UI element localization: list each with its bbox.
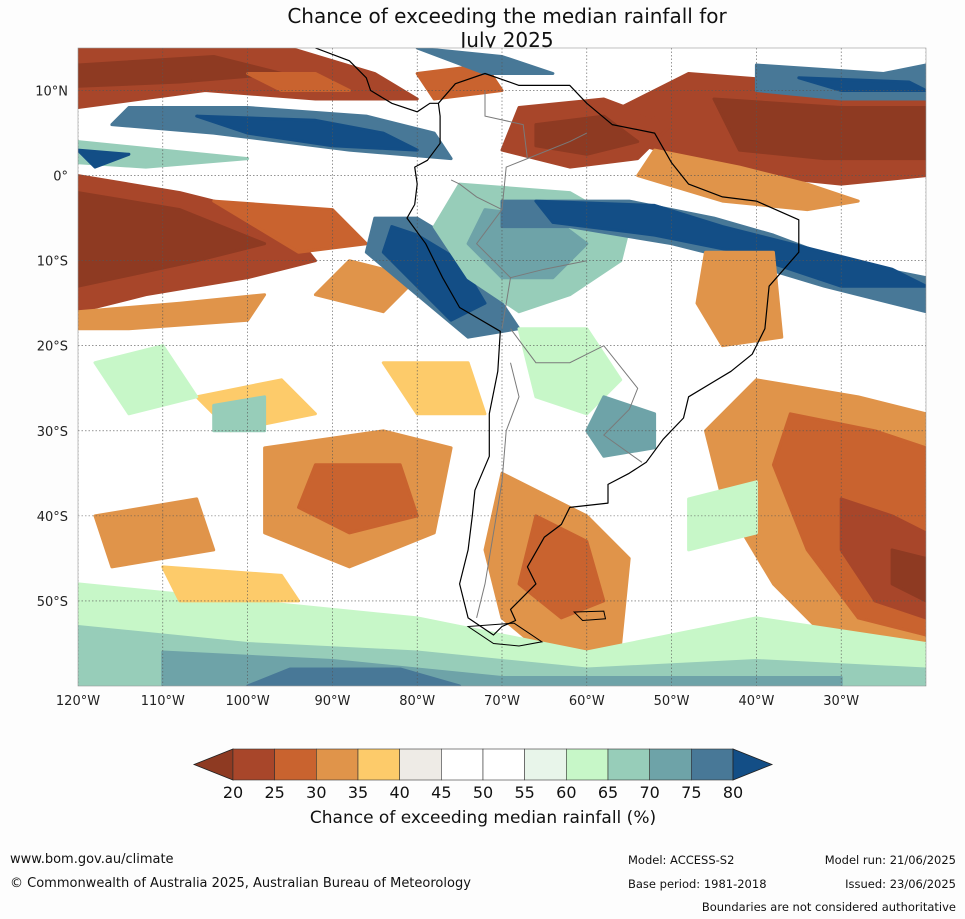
colorbar-tick-label: 45: [431, 783, 451, 802]
colorbar-segment: [357, 748, 400, 781]
rainfall-probability-region: [712, 97, 926, 161]
country-border: [510, 260, 587, 279]
rainfall-probability-region: [585, 395, 657, 458]
coastline-falklands: [572, 610, 607, 622]
colorbar-upper-arrow: [732, 748, 774, 781]
model-run-text: Model run: 21/06/2025: [824, 853, 956, 867]
latitude-tick-label: 30°S: [37, 425, 68, 440]
country-border: [484, 90, 528, 159]
map-title-line1: Chance of exceeding the median rainfall …: [287, 4, 727, 28]
issued-text: Issued: 23/06/2025: [845, 877, 956, 891]
model-text: Model: ACCESS-S2: [628, 853, 735, 867]
rainfall-probability-region: [517, 514, 606, 620]
latitude-tick-label: 0°: [53, 170, 68, 185]
longitude-tick-label: 90°W: [314, 694, 350, 709]
colorbar-tick-label: 75: [681, 783, 701, 802]
colorbar-segment: [482, 748, 525, 781]
coastline-central-america: [315, 48, 439, 113]
longitude-tick-label: 110°W: [141, 694, 185, 709]
colorbar-tick-label: 25: [264, 783, 284, 802]
colorbar-tick-label: 65: [598, 783, 618, 802]
map-title: Chance of exceeding the median rainfall …: [0, 4, 965, 52]
rainfall-probability-region: [93, 344, 199, 416]
longitude-tick-label: 100°W: [226, 694, 270, 709]
rainfall-probability-region: [78, 293, 267, 331]
rainfall-probability-region: [78, 55, 283, 88]
colorbar-segment: [316, 748, 359, 781]
rainfall-probability-region: [534, 199, 926, 288]
colorbar-tick-label: 70: [639, 783, 659, 802]
copyright-text: © Commonwealth of Australia 2025, Austra…: [10, 876, 471, 891]
country-border: [450, 179, 503, 211]
colorbar-segment: [232, 748, 275, 781]
colorbar-title: Chance of exceeding median rainfall (%): [309, 808, 657, 828]
latitude-tick-label: 50°S: [37, 595, 68, 610]
coastline-tierra-del-fuego: [466, 622, 544, 647]
latitude-tick-label: 10°N: [35, 85, 68, 100]
colorbar-segment: [441, 748, 484, 781]
colorbar-tick-label: 30: [306, 783, 326, 802]
country-border: [475, 132, 588, 329]
rainfall-probability-region: [797, 76, 926, 92]
colorbar-segment: [566, 748, 609, 781]
colorbar-segment: [274, 748, 317, 781]
website-link[interactable]: www.bom.gov.au/climate: [10, 852, 174, 867]
country-border: [476, 362, 520, 619]
rainfall-probability-region: [297, 463, 419, 535]
rainfall-probability-region: [636, 148, 860, 212]
colorbar-tick-label: 55: [514, 783, 534, 802]
coastline-south-america: [406, 72, 800, 636]
latitude-tick-label: 10°S: [37, 255, 68, 270]
longitude-tick-label: 30°W: [823, 694, 859, 709]
colorbar-segment: [649, 748, 692, 781]
colorbar-tick-label: 20: [223, 783, 243, 802]
longitude-tick-label: 50°W: [654, 694, 690, 709]
rainfall-probability-region: [78, 148, 131, 169]
colorbar-segment: [607, 748, 650, 781]
rainfall-probability-region: [381, 361, 487, 416]
longitude-tick-label: 70°W: [484, 694, 520, 709]
colorbar-segment: [691, 748, 734, 781]
rainfall-probability-region: [890, 548, 926, 603]
rainfall-probability-region: [246, 667, 462, 686]
colorbar-tick-label: 35: [348, 783, 368, 802]
longitude-tick-label: 40°W: [738, 694, 774, 709]
colorbar-tick-label: 50: [473, 783, 493, 802]
longitude-tick-label: 120°W: [56, 694, 100, 709]
base-period-text: Base period: 1981-2018: [628, 877, 767, 891]
colorbar-lower-arrow: [192, 748, 234, 781]
colorbar: [192, 748, 774, 781]
disclaimer-text: Boundaries are not considered authoritat…: [701, 900, 956, 914]
rainfall-probability-region: [381, 225, 487, 322]
rainfall-probability-region: [246, 72, 351, 92]
map-frame: [77, 47, 927, 687]
rainfall-probability-region: [212, 199, 368, 254]
longitude-tick-label: 80°W: [399, 694, 435, 709]
colorbar-tick-label: 60: [556, 783, 576, 802]
longitude-tick-label: 60°W: [569, 694, 605, 709]
rainfall-probability-region: [415, 48, 555, 75]
colorbar-segment: [524, 748, 567, 781]
colorbar-segment: [399, 748, 442, 781]
rainfall-probability-region: [695, 250, 784, 348]
country-border: [510, 328, 643, 463]
latitude-tick-label: 40°S: [37, 510, 68, 525]
latitude-tick-label: 20°S: [37, 340, 68, 355]
map-field: [78, 48, 926, 686]
colorbar-tick-label: 40: [389, 783, 409, 802]
colorbar-tick-label: 80: [723, 783, 743, 802]
